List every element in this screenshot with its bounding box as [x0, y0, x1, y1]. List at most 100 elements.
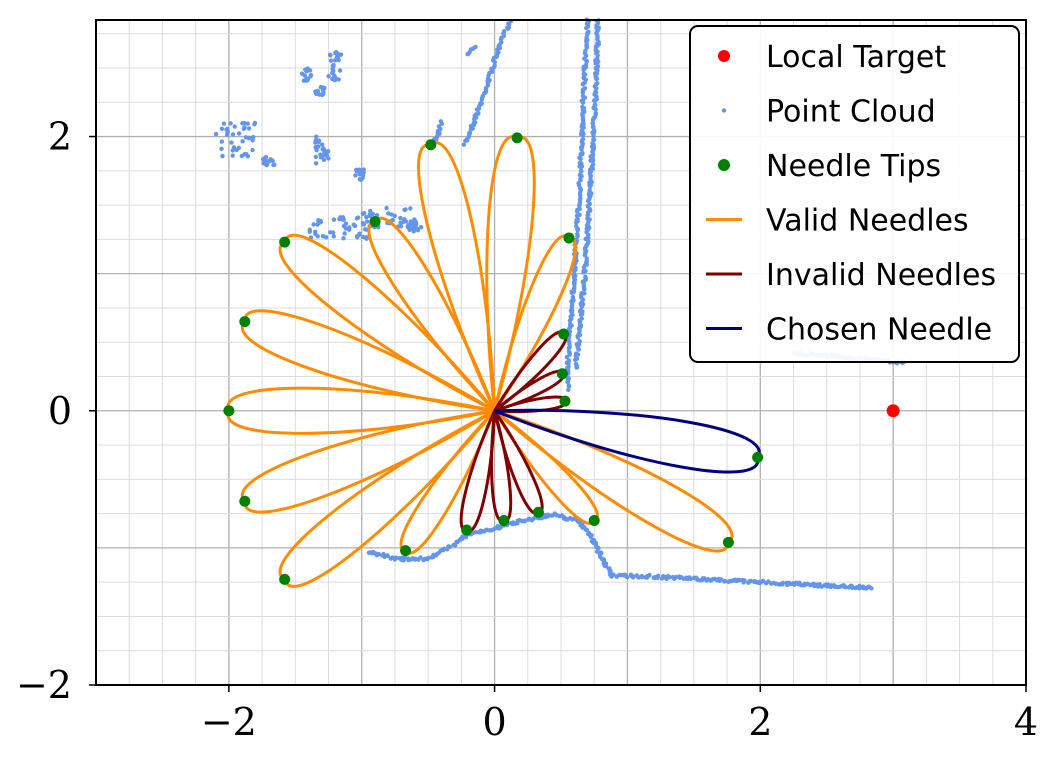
point-cloud-point	[639, 574, 645, 580]
point-cloud-point	[418, 555, 423, 560]
point-cloud-point	[354, 167, 359, 173]
point-cloud-point	[412, 217, 417, 222]
point-cloud-point	[242, 152, 247, 157]
point-cloud-point	[408, 219, 413, 224]
point-cloud-point	[453, 543, 458, 548]
needle-tip-point	[511, 132, 523, 144]
point-cloud-point	[364, 214, 369, 220]
point-cloud-point	[262, 156, 267, 161]
point-cloud-point	[467, 130, 472, 136]
point-cloud-point	[581, 71, 586, 76]
point-cloud-point	[221, 121, 227, 126]
point-cloud-point	[330, 76, 335, 82]
point-cloud-point	[591, 134, 596, 139]
point-cloud-point	[264, 162, 269, 168]
needle-tip-point	[223, 405, 235, 417]
point-cloud-point	[593, 60, 598, 66]
y-tick-label: 0	[48, 389, 72, 433]
point-cloud-point	[585, 213, 590, 218]
point-cloud-point	[567, 345, 572, 351]
point-cloud-point	[342, 231, 347, 236]
point-cloud-point	[594, 76, 599, 82]
point-cloud-point	[313, 154, 319, 160]
point-cloud-point	[347, 225, 352, 230]
point-cloud-point	[425, 555, 431, 561]
point-cloud-point	[228, 121, 233, 126]
point-cloud-point	[574, 213, 580, 218]
point-cloud-point	[418, 225, 424, 230]
point-cloud-point	[577, 319, 583, 324]
point-cloud-point	[250, 134, 256, 140]
point-cloud-point	[461, 142, 467, 147]
point-cloud-point	[326, 73, 331, 79]
legend-label: Invalid Needles	[766, 258, 996, 293]
point-cloud-point	[574, 209, 580, 214]
point-cloud-point	[307, 68, 313, 73]
point-cloud-point	[241, 126, 247, 131]
point-cloud-point	[313, 161, 319, 166]
point-cloud-point	[271, 162, 276, 168]
legend-label: Valid Needles	[766, 204, 969, 239]
point-cloud-point	[252, 120, 258, 126]
point-cloud-point	[581, 265, 587, 270]
needles-series	[226, 135, 761, 588]
point-cloud-point	[578, 312, 584, 318]
point-cloud-point	[334, 54, 340, 60]
point-cloud-point	[580, 82, 586, 87]
point-cloud-point	[579, 147, 584, 152]
point-cloud-point	[319, 142, 325, 147]
point-cloud-point	[577, 160, 582, 166]
point-cloud-point	[330, 230, 336, 235]
point-cloud-point	[567, 318, 573, 323]
legend-label: Point Cloud	[766, 95, 936, 130]
point-cloud-point	[402, 555, 408, 560]
point-cloud-point	[588, 534, 593, 539]
point-cloud-point	[326, 156, 331, 161]
point-cloud-point	[655, 573, 661, 578]
point-cloud-point	[576, 347, 581, 352]
point-cloud-point	[580, 100, 586, 105]
point-cloud-point	[603, 563, 609, 569]
point-cloud-point	[593, 107, 598, 112]
point-cloud-point	[584, 527, 590, 533]
point-cloud-point	[564, 354, 570, 360]
point-cloud-point	[572, 357, 578, 363]
point-cloud-point	[578, 169, 584, 174]
point-cloud-point	[322, 147, 327, 153]
point-cloud-point	[327, 52, 333, 58]
point-cloud-point	[575, 228, 580, 233]
point-cloud-point	[240, 121, 245, 126]
point-cloud-point	[406, 225, 412, 231]
point-cloud-point	[314, 148, 319, 153]
point-cloud-point	[578, 177, 583, 183]
point-cloud-point	[376, 551, 381, 557]
point-cloud-point	[522, 518, 528, 523]
point-cloud-point	[583, 236, 588, 242]
point-cloud-point	[412, 226, 418, 232]
point-cloud-point	[502, 29, 507, 34]
point-cloud-point	[361, 222, 367, 227]
point-cloud-point	[331, 217, 337, 222]
point-cloud-point	[582, 287, 587, 292]
point-cloud-point	[596, 545, 601, 551]
point-cloud-point	[630, 575, 636, 580]
point-cloud-point	[351, 222, 356, 227]
needle-tip-point	[461, 524, 473, 536]
point-cloud-point	[587, 184, 593, 189]
point-cloud-point	[340, 215, 346, 220]
point-cloud-point	[476, 110, 481, 116]
point-cloud-point	[337, 216, 342, 222]
point-cloud-point	[331, 234, 336, 239]
point-cloud-point	[367, 208, 373, 214]
y-tick-label: −2	[16, 663, 72, 707]
point-cloud-point	[647, 572, 652, 578]
local-target-series	[886, 404, 900, 418]
point-cloud-point	[582, 252, 588, 258]
point-cloud-point	[624, 575, 630, 580]
point-cloud-point	[330, 70, 335, 76]
point-cloud-point	[307, 227, 312, 232]
point-cloud-point	[574, 365, 579, 370]
point-cloud-point	[473, 44, 478, 50]
point-cloud-point	[398, 215, 403, 221]
